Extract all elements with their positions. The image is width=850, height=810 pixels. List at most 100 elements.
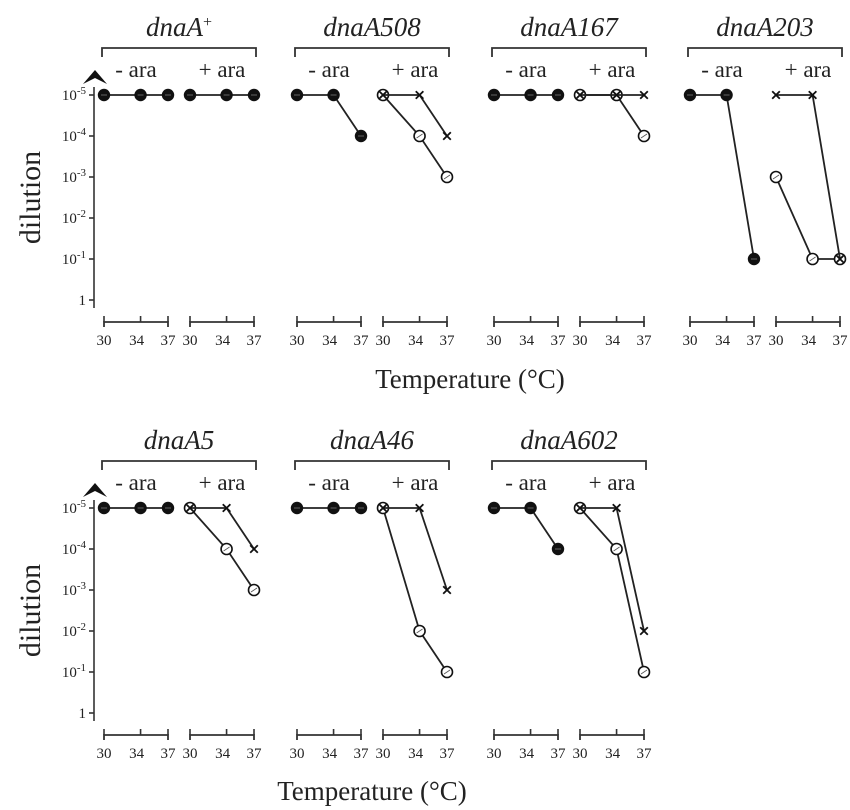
x-axis-bracket (382, 734, 448, 740)
point-open-cross (772, 174, 780, 180)
series-line-cross (776, 94, 841, 260)
x-tick-label: 37 (161, 746, 177, 762)
y-tick-label: 1 (79, 293, 87, 309)
x-tick-label: 37 (833, 333, 849, 349)
point-open-cross (640, 669, 648, 675)
point-open-cross (443, 174, 451, 180)
x-tick-label: 30 (97, 746, 112, 762)
point-open-cross (416, 628, 423, 634)
x-axis-label: Temperature (°C) (375, 364, 565, 394)
panel-title: dnaA46 (330, 425, 414, 455)
y-tick-label: 10-5 (62, 85, 87, 104)
point-cross (639, 626, 649, 636)
x-tick-label: 34 (215, 333, 231, 349)
series-line-open (775, 176, 840, 260)
panel-brace (491, 460, 647, 470)
x-axis-bracket (103, 734, 169, 740)
x-tick-label: 34 (605, 333, 621, 349)
minus-ara-label: - ara (701, 57, 743, 82)
x-tick-label: 34 (801, 333, 817, 349)
y-tick-label: 10-1 (62, 662, 86, 681)
series-line-cross (383, 507, 448, 591)
minus-ara-label: - ara (115, 57, 157, 82)
x-tick-label: 30 (97, 333, 112, 349)
x-tick-label: 34 (215, 746, 231, 762)
point-cross (575, 503, 585, 513)
y-tick-label: 10-4 (62, 539, 87, 558)
x-tick-label: 30 (573, 746, 588, 762)
y-tick-label: 10-2 (62, 208, 86, 227)
x-tick-label: 34 (129, 333, 145, 349)
panel-title: dnaA+ (146, 12, 212, 42)
x-axis-bracket (579, 734, 645, 740)
x-tick-label: 37 (747, 333, 763, 349)
x-tick-label: 37 (551, 746, 567, 762)
minus-ara-label: - ara (115, 470, 157, 495)
minus-ara-label: - ara (505, 57, 547, 82)
point-open-cross (416, 133, 423, 139)
x-tick-label: 37 (161, 333, 177, 349)
panel-brace (491, 47, 647, 57)
panel-brace (687, 47, 843, 57)
x-tick-label: 37 (551, 333, 567, 349)
x-tick-label: 34 (605, 746, 621, 762)
panel-title: dnaA167 (520, 12, 619, 42)
x-axis-label: Temperature (°C) (277, 776, 467, 806)
x-tick-label: 37 (637, 746, 653, 762)
x-tick-label: 37 (247, 746, 263, 762)
plus-ara-label: + ara (392, 470, 439, 495)
x-axis-bracket (775, 321, 841, 327)
y-axis-label: dilution (14, 151, 47, 244)
panel-brace (294, 460, 450, 470)
panel-title: dnaA203 (716, 12, 814, 42)
point-cross (415, 503, 425, 513)
x-axis-bracket (493, 321, 559, 327)
x-tick-label: 34 (519, 333, 535, 349)
minus-ara-label: - ara (308, 57, 350, 82)
x-tick-label: 34 (408, 333, 424, 349)
point-cross (378, 90, 388, 100)
plus-ara-label: + ara (785, 57, 832, 82)
plus-ara-label: + ara (589, 470, 636, 495)
y-tick-label: 10-2 (62, 621, 86, 640)
x-tick-label: 30 (683, 333, 698, 349)
panel-brace (101, 460, 257, 470)
point-cross (808, 90, 818, 100)
y-tick-label: 10-3 (62, 167, 87, 186)
x-axis-bracket (296, 734, 362, 740)
point-cross (639, 90, 649, 100)
point-open-cross (250, 587, 258, 593)
y-tick-label: 10-1 (62, 249, 86, 268)
point-cross (378, 503, 388, 513)
x-tick-label: 37 (247, 333, 263, 349)
x-tick-label: 37 (354, 333, 370, 349)
plus-ara-label: + ara (589, 57, 636, 82)
plus-ara-label: + ara (199, 57, 246, 82)
x-tick-label: 30 (290, 746, 305, 762)
x-tick-label: 37 (637, 333, 653, 349)
plus-ara-label: + ara (392, 57, 439, 82)
arrowhead-icon (83, 70, 107, 84)
x-tick-label: 30 (376, 746, 391, 762)
x-tick-label: 34 (322, 333, 338, 349)
x-tick-label: 34 (519, 746, 535, 762)
x-tick-label: 30 (290, 333, 305, 349)
point-cross (612, 90, 622, 100)
x-tick-label: 34 (322, 746, 338, 762)
x-axis-bracket (579, 321, 645, 327)
point-open-cross (809, 256, 816, 262)
panel-brace (294, 47, 450, 57)
minus-ara-label: - ara (505, 470, 547, 495)
x-tick-label: 30 (183, 746, 198, 762)
x-tick-label: 34 (408, 746, 424, 762)
series-line-filled (297, 94, 362, 137)
panel-title: dnaA5 (144, 425, 215, 455)
minus-ara-label: - ara (308, 470, 350, 495)
x-axis-bracket (296, 321, 362, 327)
plus-ara-label: + ara (199, 470, 246, 495)
y-tick-label: 1 (79, 706, 87, 722)
x-tick-label: 30 (487, 333, 502, 349)
point-cross (771, 90, 781, 100)
point-cross (415, 90, 425, 100)
